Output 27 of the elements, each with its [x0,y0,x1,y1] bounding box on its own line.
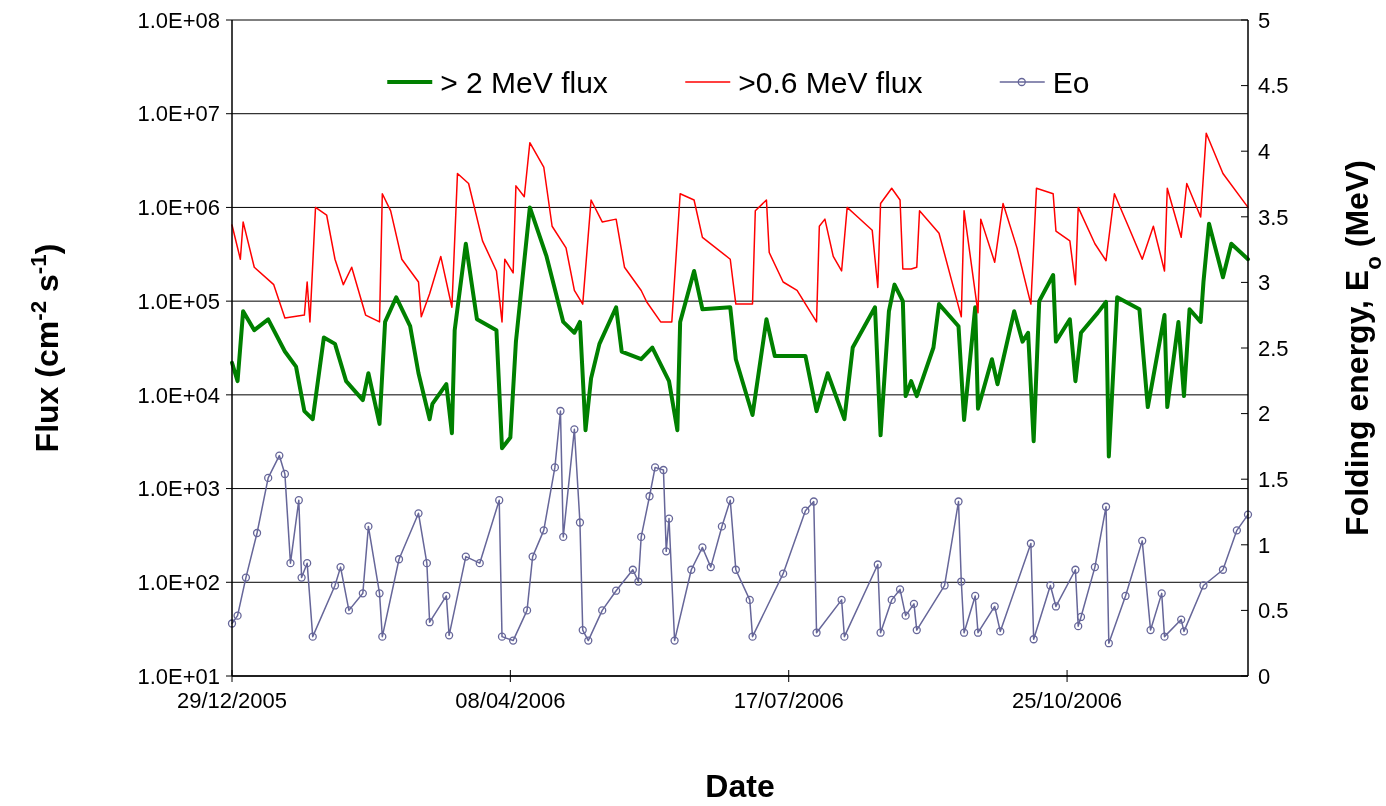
y-tick-label: 1.0E+03 [137,476,220,502]
x-axis-title: Date [705,768,775,804]
y-tick-label: 1.0E+02 [137,569,220,595]
y2-tick-label: 2.5 [1258,335,1289,361]
y-tick-label: 1.0E+05 [137,288,220,314]
y2-tick-label: 0.5 [1258,598,1289,624]
x-tick-label: 29/12/2005 [176,688,288,713]
y2-tick-label: 3 [1258,270,1271,296]
y2-tick-label: 4.5 [1258,73,1289,99]
legend-label: >0.6 MeV flux [738,65,923,99]
y2-tick-label: 2 [1258,401,1271,427]
x-tick-label: 08/04/2006 [455,688,566,713]
y2-tick-label: 4 [1258,138,1271,164]
y2-tick-label: 5 [1258,7,1271,33]
y-tick-label: 1.0E+08 [137,7,220,33]
legend-label: > 2 MeV flux [440,65,608,99]
y2-tick-label: 1.5 [1258,466,1289,492]
x-tick-label: 17/07/2006 [733,688,844,713]
y-tick-label: 1.0E+07 [137,101,220,127]
y2-tick-label: 3.5 [1258,204,1289,230]
y2-tick-label: 0 [1258,663,1271,689]
y-tick-label: 1.0E+04 [137,382,220,408]
y-tick-label: 1.0E+06 [137,195,220,221]
y-tick-label: 1.0E+01 [137,663,220,689]
legend-label: Eo [1052,65,1090,99]
x-tick-label: 25/10/2006 [1012,688,1123,713]
y2-tick-label: 1 [1258,532,1271,558]
